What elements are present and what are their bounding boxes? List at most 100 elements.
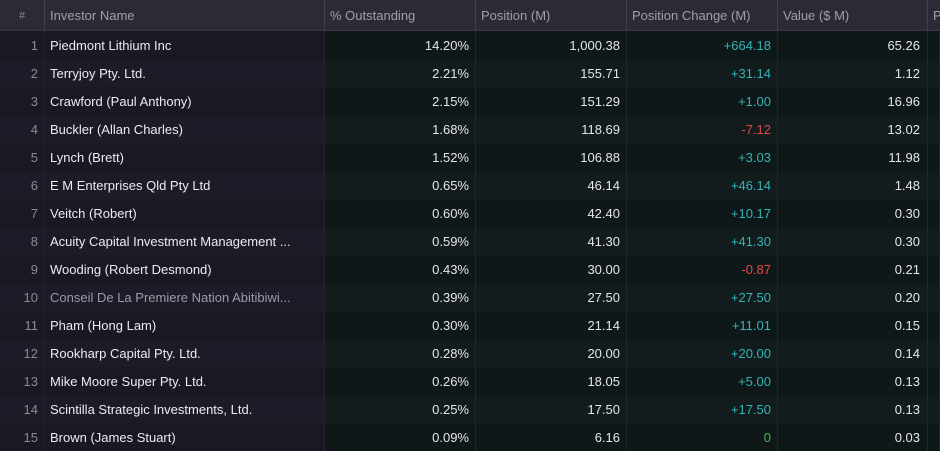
table-row[interactable]: 15 Brown (James Stuart) 0.09% 6.16 0 0.03 xyxy=(0,423,940,451)
table-row[interactable]: 4 Buckler (Allan Charles) 1.68% 118.69 -7.12… xyxy=(0,115,940,143)
pct-outstanding-cell: 0.43% xyxy=(325,255,476,283)
position-change-cell: +46.14 xyxy=(627,171,778,199)
header-pct-outstanding[interactable]: % Outstanding xyxy=(325,0,476,30)
header-position[interactable]: Position (M) xyxy=(476,0,627,30)
investor-name-cell: Buckler (Allan Charles) xyxy=(45,115,325,143)
value-cell: 0.13 xyxy=(778,395,928,423)
table-row[interactable]: 11 Pham (Hong Lam) 0.30% 21.14 +11.01 0.15 xyxy=(0,311,940,339)
value-cell: 65.26 xyxy=(778,31,928,59)
position-change-cell: +20.00 xyxy=(627,339,778,367)
table-row[interactable]: 1 Piedmont Lithium Inc 14.20% 1,000.38 +664.… xyxy=(0,31,940,59)
value-cell: 0.03 xyxy=(778,423,928,451)
investor-name-cell: Acuity Capital Investment Management ... xyxy=(45,227,325,255)
value-cell: 0.20 xyxy=(778,283,928,311)
row-number: 7 xyxy=(0,199,45,227)
row-number: 13 xyxy=(0,367,45,395)
header-investor-name[interactable]: Investor Name xyxy=(45,0,325,30)
pct-outstanding-cell: 0.30% xyxy=(325,311,476,339)
position-change-cell: +31.14 xyxy=(627,59,778,87)
table-row[interactable]: 2 Terryjoy Pty. Ltd. 2.21% 155.71 +31.14 1.12 xyxy=(0,59,940,87)
value-cell: 0.30 xyxy=(778,199,928,227)
row-number: 15 xyxy=(0,423,45,451)
position-cell: 106.88 xyxy=(476,143,627,171)
next-column-cell xyxy=(928,395,940,423)
next-column-cell xyxy=(928,255,940,283)
value-cell: 0.13 xyxy=(778,367,928,395)
position-change-cell: +10.17 xyxy=(627,199,778,227)
position-cell: 1,000.38 xyxy=(476,31,627,59)
row-number: 12 xyxy=(0,339,45,367)
next-column-cell xyxy=(928,367,940,395)
table-row[interactable]: 7 Veitch (Robert) 0.60% 42.40 +10.17 0.30 xyxy=(0,199,940,227)
table-row[interactable]: 3 Crawford (Paul Anthony) 2.15% 151.29 +1.00… xyxy=(0,87,940,115)
table-row[interactable]: 12 Rookharp Capital Pty. Ltd. 0.28% 20.00 +2… xyxy=(0,339,940,367)
position-cell: 17.50 xyxy=(476,395,627,423)
pct-outstanding-cell: 0.26% xyxy=(325,367,476,395)
row-number: 3 xyxy=(0,87,45,115)
header-investor-name-label: Investor Name xyxy=(50,8,135,23)
position-cell: 20.00 xyxy=(476,339,627,367)
row-number: 5 xyxy=(0,143,45,171)
investor-name-cell: Scintilla Strategic Investments, Ltd. xyxy=(45,395,325,423)
position-cell: 27.50 xyxy=(476,283,627,311)
position-change-cell: +664.18 xyxy=(627,31,778,59)
position-change-cell: +5.00 xyxy=(627,367,778,395)
header-next-column[interactable]: P xyxy=(933,8,940,23)
pct-outstanding-cell: 0.65% xyxy=(325,171,476,199)
position-change-cell: -7.12 xyxy=(627,115,778,143)
row-number: 14 xyxy=(0,395,45,423)
value-cell: 1.48 xyxy=(778,171,928,199)
next-column-cell xyxy=(928,227,940,255)
value-cell: 0.30 xyxy=(778,227,928,255)
position-change-cell: -0.87 xyxy=(627,255,778,283)
position-cell: 42.40 xyxy=(476,199,627,227)
position-cell: 6.16 xyxy=(476,423,627,451)
position-change-cell: +27.50 xyxy=(627,283,778,311)
position-cell: 30.00 xyxy=(476,255,627,283)
position-change-cell: +41.30 xyxy=(627,227,778,255)
next-column-cell xyxy=(928,59,940,87)
grid-header: # Investor Name % Outstanding Position (… xyxy=(0,0,940,31)
table-row[interactable]: 8 Acuity Capital Investment Management ..… xyxy=(0,227,940,255)
table-row[interactable]: 14 Scintilla Strategic Investments, Ltd. 0… xyxy=(0,395,940,423)
header-position-change[interactable]: Position Change (M) xyxy=(627,0,778,30)
table-row[interactable]: 13 Mike Moore Super Pty. Ltd. 0.26% 18.05 +5… xyxy=(0,367,940,395)
pct-outstanding-cell: 0.28% xyxy=(325,339,476,367)
next-column-cell xyxy=(928,31,940,59)
value-cell: 16.96 xyxy=(778,87,928,115)
position-cell: 151.29 xyxy=(476,87,627,115)
investor-name-cell: Terryjoy Pty. Ltd. xyxy=(45,59,325,87)
pct-outstanding-cell: 2.21% xyxy=(325,59,476,87)
table-row[interactable]: 9 Wooding (Robert Desmond) 0.43% 30.00 -0.87… xyxy=(0,255,940,283)
position-cell: 21.14 xyxy=(476,311,627,339)
row-number: 9 xyxy=(0,255,45,283)
header-row-number[interactable]: # xyxy=(0,0,45,30)
position-change-cell: 0 xyxy=(627,423,778,451)
row-number: 4 xyxy=(0,115,45,143)
investor-name-cell: Piedmont Lithium Inc xyxy=(45,31,325,59)
position-cell: 18.05 xyxy=(476,367,627,395)
investor-name-cell: Rookharp Capital Pty. Ltd. xyxy=(45,339,325,367)
investor-name-cell: Crawford (Paul Anthony) xyxy=(45,87,325,115)
row-number: 11 xyxy=(0,311,45,339)
value-cell: 1.12 xyxy=(778,59,928,87)
row-number: 6 xyxy=(0,171,45,199)
investor-name-cell: Conseil De La Premiere Nation Abitibiwi.… xyxy=(45,283,325,311)
table-row[interactable]: 5 Lynch (Brett) 1.52% 106.88 +3.03 11.98 xyxy=(0,143,940,171)
header-value[interactable]: Value ($ M) xyxy=(778,0,928,30)
value-cell: 11.98 xyxy=(778,143,928,171)
value-cell: 0.21 xyxy=(778,255,928,283)
pct-outstanding-cell: 0.09% xyxy=(325,423,476,451)
investor-name-cell: Lynch (Brett) xyxy=(45,143,325,171)
next-column-cell xyxy=(928,199,940,227)
investor-name-cell: Veitch (Robert) xyxy=(45,199,325,227)
next-column-cell xyxy=(928,115,940,143)
position-cell: 41.30 xyxy=(476,227,627,255)
value-cell: 0.15 xyxy=(778,311,928,339)
investor-name-cell: Wooding (Robert Desmond) xyxy=(45,255,325,283)
value-cell: 13.02 xyxy=(778,115,928,143)
table-row[interactable]: 10 Conseil De La Premiere Nation Abitibiw… xyxy=(0,283,940,311)
pct-outstanding-cell: 0.25% xyxy=(325,395,476,423)
pct-outstanding-cell: 2.15% xyxy=(325,87,476,115)
